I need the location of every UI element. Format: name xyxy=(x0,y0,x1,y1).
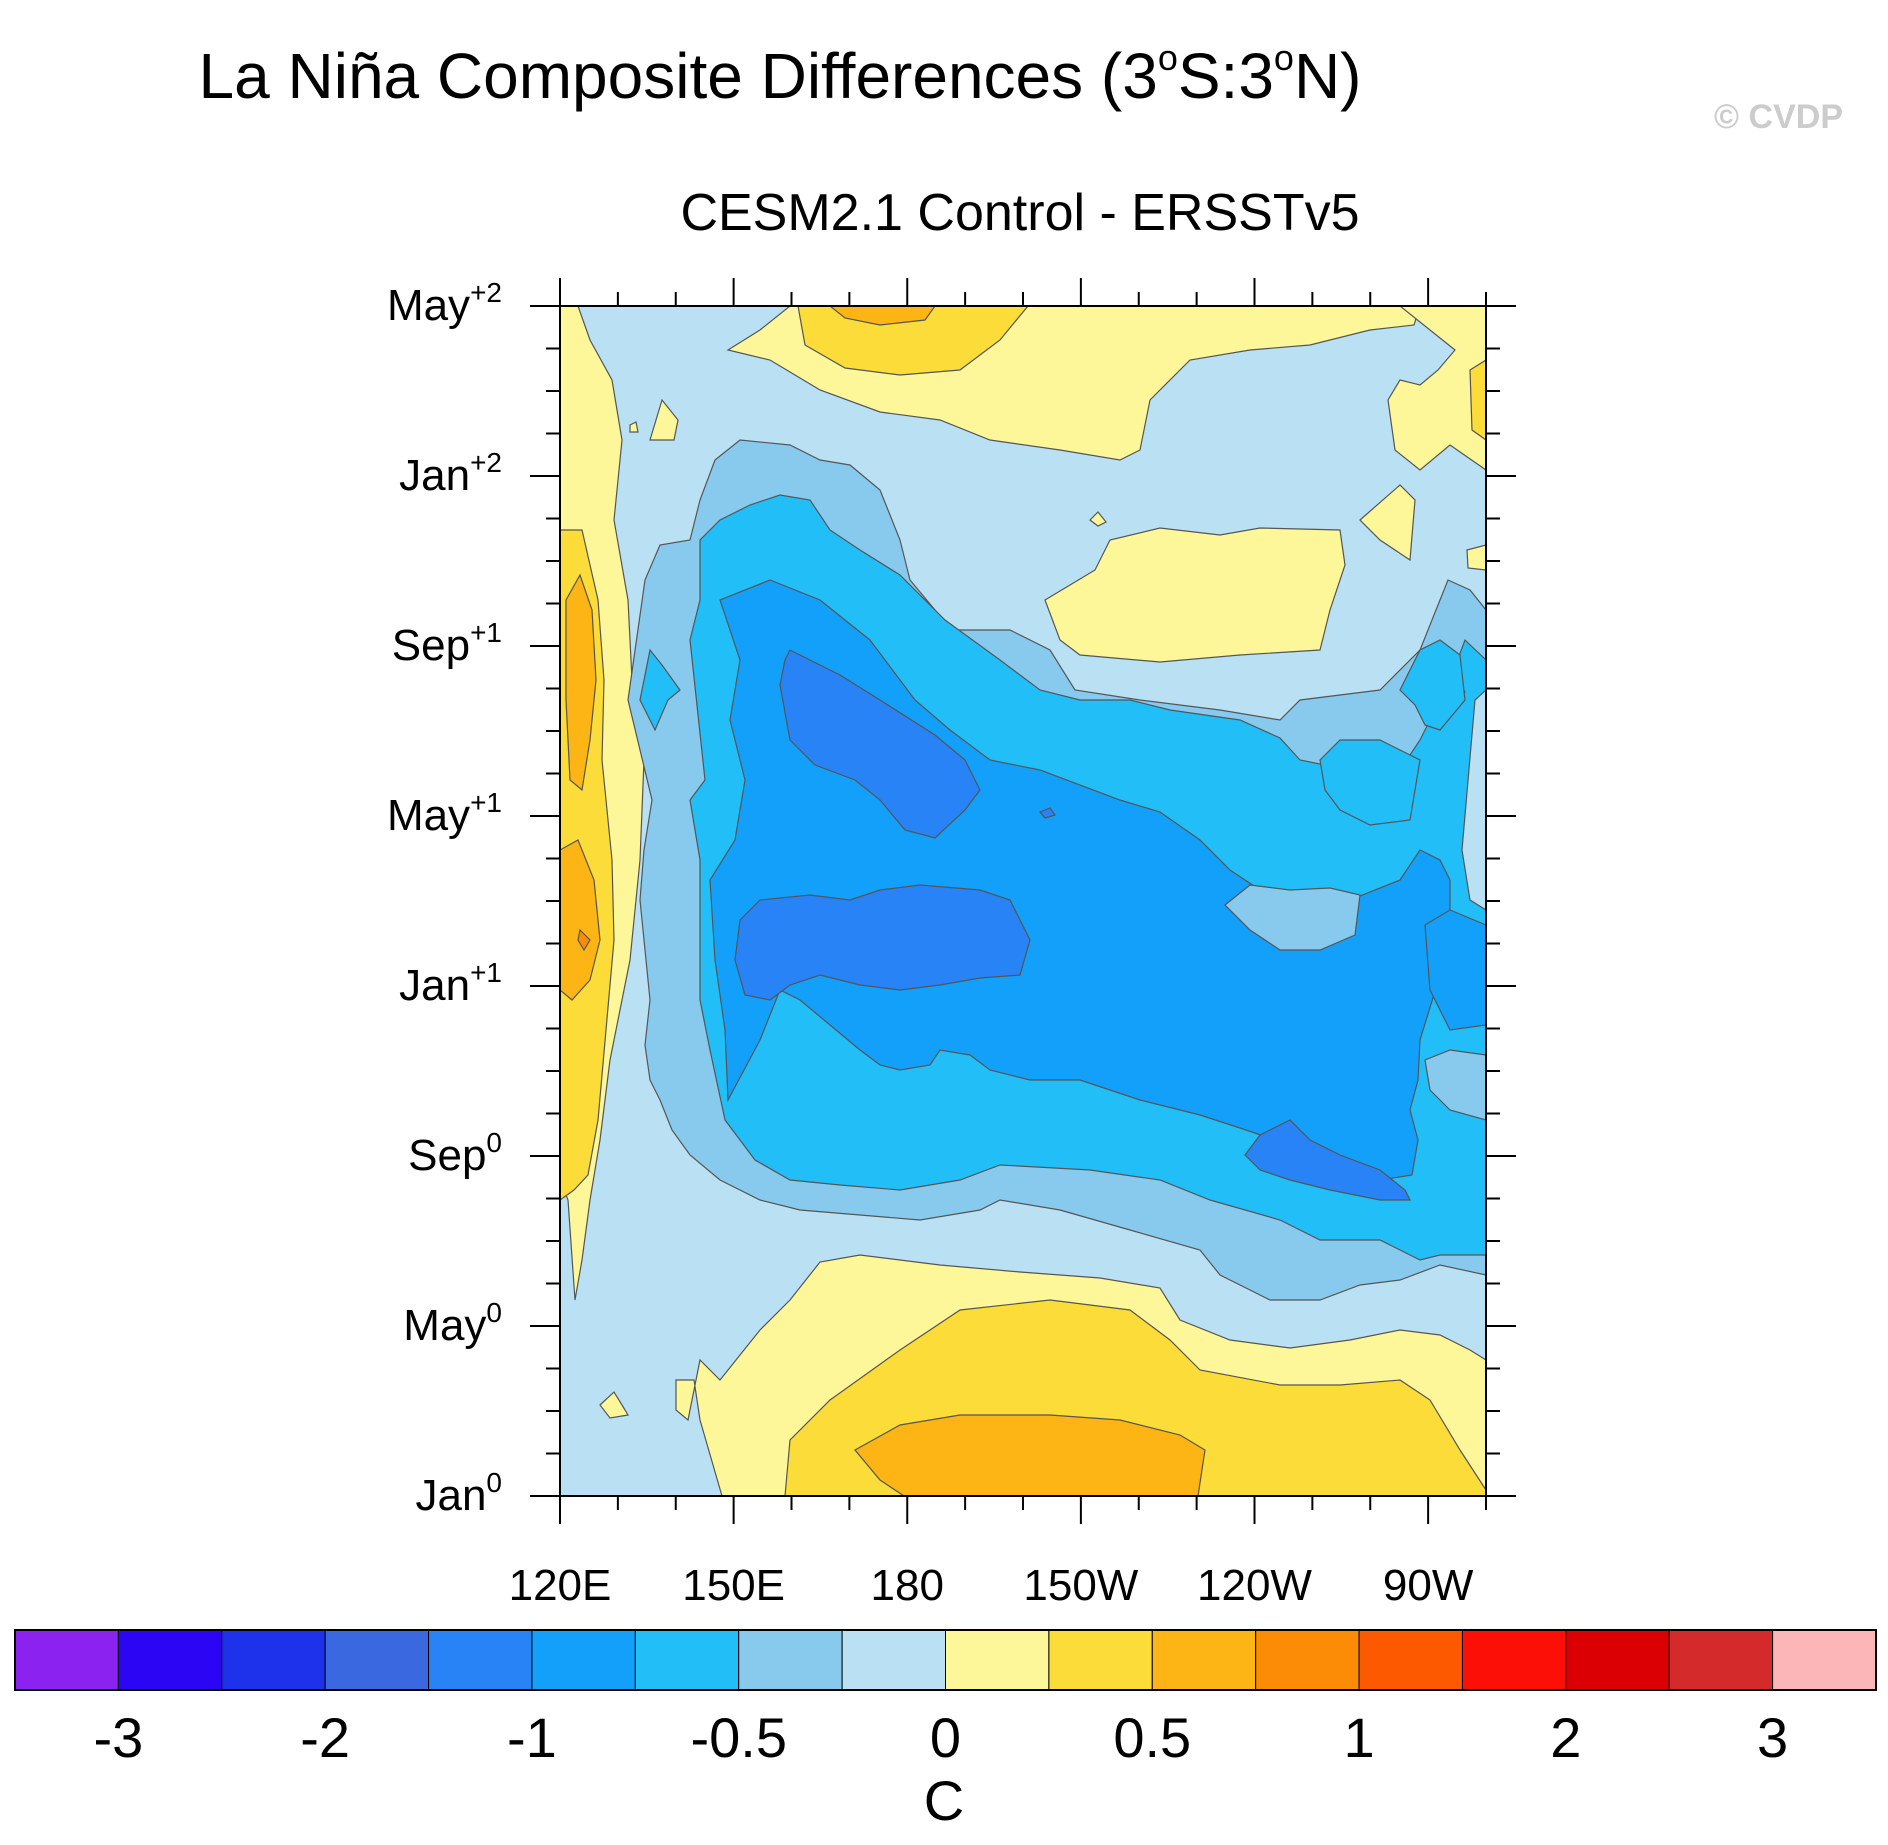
east-warm-spot xyxy=(1359,484,1416,562)
top-warm-spot xyxy=(649,398,679,441)
top-warm-dot xyxy=(629,421,639,433)
title-degree-1: o xyxy=(1158,37,1178,78)
main-title: La Niña Composite Differences (3oS:3oN) xyxy=(199,37,1362,112)
colorbar-swatch xyxy=(1772,1629,1877,1691)
light-patch-2 xyxy=(1319,739,1421,826)
east-light-edge xyxy=(1461,689,1486,911)
x-tick-label: 90W xyxy=(1383,1561,1474,1610)
colorbar-swatch xyxy=(738,1629,843,1691)
y-axis: Jan0 May0 Sep0 Jan+1 May+1 Sep+1 Jan+2 May+2 xyxy=(387,277,1516,1520)
colorbar-swatch xyxy=(531,1629,636,1691)
west-cold-spot xyxy=(639,648,681,732)
central-warm-blob xyxy=(1044,527,1346,663)
colorbar-label: 3 xyxy=(1757,1706,1788,1769)
bottom-deep-orange xyxy=(854,1414,1206,1496)
colorbar-swatch xyxy=(634,1629,740,1691)
y-tick-label: Sep+1 xyxy=(392,617,502,670)
x-tick-label: 120E xyxy=(509,1561,612,1610)
colorbar-swatch xyxy=(14,1629,119,1691)
contour-field xyxy=(560,306,1486,1496)
east-cold-1 xyxy=(1424,909,1486,1031)
colorbar-label: -0.5 xyxy=(690,1706,787,1769)
cold-core-dot xyxy=(1039,807,1056,819)
colorbar-swatch xyxy=(428,1629,533,1691)
east-cold-2 xyxy=(1399,639,1466,731)
colorbar-units: C xyxy=(924,1769,964,1832)
top-deep-orange xyxy=(829,306,936,326)
x-tick-label: 150E xyxy=(682,1561,785,1610)
colorbar-swatch xyxy=(324,1629,430,1691)
cold-core-1 xyxy=(779,649,981,839)
colorbar: -3 -2 -1 -0.5 0 0.5 1 2 3 xyxy=(14,1629,1877,1769)
west-red-dot xyxy=(577,928,591,952)
top-orange-blob xyxy=(797,306,1029,376)
colorbar-swatch xyxy=(1151,1629,1257,1691)
colorbar-label: 0 xyxy=(930,1706,961,1769)
light-patch-1 xyxy=(1224,884,1361,951)
colorbar-swatch xyxy=(1358,1629,1463,1691)
cold-core-3 xyxy=(1244,1119,1411,1201)
x-tick-label: 150W xyxy=(1023,1561,1138,1610)
colorbar-swatch xyxy=(1048,1629,1153,1691)
y-tick-label: May+1 xyxy=(387,787,502,840)
y-tick-label: Sep0 xyxy=(408,1127,502,1180)
y-tick-label: May+2 xyxy=(387,277,502,330)
colorbar-label: -1 xyxy=(507,1706,557,1769)
east-warm-dot xyxy=(1466,544,1486,571)
colorbar-label: 1 xyxy=(1343,1706,1374,1769)
colorbar-swatch xyxy=(1668,1629,1774,1691)
x-tick-label: 120W xyxy=(1197,1561,1312,1610)
y-tick-label: Jan+1 xyxy=(399,957,502,1010)
west-orange-core-2 xyxy=(560,839,601,1001)
colorbar-swatch xyxy=(945,1629,1050,1691)
colorbar-label: -3 xyxy=(93,1706,143,1769)
y-tick-label: May0 xyxy=(403,1297,502,1350)
west-orange-core-1 xyxy=(565,573,597,792)
colorbar-label: -2 xyxy=(300,1706,350,1769)
y-tick-label: Jan0 xyxy=(415,1467,502,1520)
subtitle: CESM2.1 Control - ERSSTv5 xyxy=(680,184,1359,242)
colorbar-swatch xyxy=(1255,1629,1360,1691)
colorbar-swatch xyxy=(841,1629,946,1691)
colorbar-frame xyxy=(14,1629,1877,1691)
central-warm-dot xyxy=(1089,511,1107,527)
x-tick-label: 180 xyxy=(871,1561,944,1610)
colorbar-label: 0.5 xyxy=(1113,1706,1191,1769)
light-patch-3 xyxy=(1424,1049,1486,1121)
cold-core-2 xyxy=(734,884,1031,1001)
east-orange-patch xyxy=(1469,359,1486,441)
colorbar-swatch xyxy=(1565,1629,1670,1691)
east-warm-patch xyxy=(1387,306,1486,471)
colorbar-swatch xyxy=(1461,1629,1567,1691)
colorbar-swatch xyxy=(221,1629,326,1691)
copyright: © CVDP xyxy=(1714,98,1843,136)
y-tick-label: Jan+2 xyxy=(399,447,502,500)
colorbar-label: 2 xyxy=(1550,1706,1581,1769)
colorbar-swatch xyxy=(117,1629,223,1691)
small-warm-spot xyxy=(599,1391,629,1419)
x-axis: 120E 150E 180 150W 120W 90W xyxy=(509,278,1487,1610)
title-degree-2: o xyxy=(1274,37,1294,78)
